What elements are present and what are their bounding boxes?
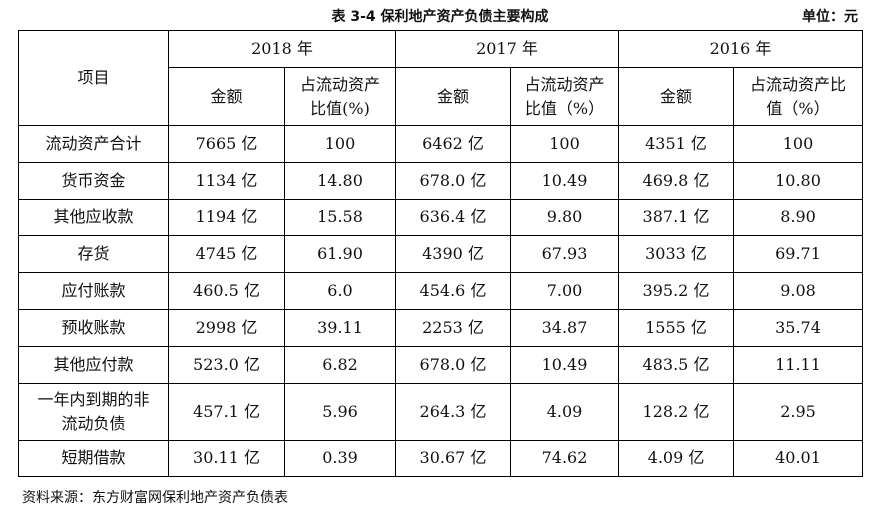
- value-cell: 4351 亿: [618, 125, 734, 163]
- row-label: 货币资金: [18, 161, 169, 200]
- value-cell: 35.74: [733, 308, 863, 347]
- value-cell: 1134 亿: [168, 161, 285, 200]
- value-cell: 10.49: [510, 345, 619, 384]
- value-cell: 100: [284, 125, 396, 163]
- data-table: 项目 2018 年 2017 年 2016 年金额 占流动资产比值(%) 金额 占流动资产比…: [18, 30, 863, 478]
- table-row: 应付账款 460.5 亿 6.0 454.6 亿 7.00 395.2 亿 9.08: [18, 272, 863, 310]
- table-row: 货币资金 1134 亿 14.80 678.0 亿 10.49 469.8 亿 10.80: [18, 161, 863, 200]
- table-row: 存货 4745 亿 61.90 4390 亿 67.93 3033 亿 69.71: [18, 235, 863, 274]
- value-cell: 15.58: [284, 198, 396, 237]
- value-cell: 4.09: [510, 382, 619, 441]
- value-cell: 387.1 亿: [618, 198, 734, 237]
- value-cell: 4.09 亿: [618, 439, 734, 478]
- value-cell: 0.39: [284, 439, 396, 478]
- year-header: 2016 年: [618, 30, 863, 68]
- table-row: 一年内到期的非流动负债 457.1 亿 5.96 264.3 亿 4.09 128.2 亿…: [18, 382, 863, 441]
- value-cell: 11.11: [733, 345, 863, 384]
- value-cell: 483.5 亿: [618, 345, 734, 384]
- value-cell: 10.49: [510, 161, 619, 200]
- row-label: 存货: [18, 235, 169, 274]
- row-label: 一年内到期的非流动负债: [18, 382, 169, 441]
- sub-header: 占流动资产比值（%）: [733, 67, 863, 126]
- value-cell: 14.80: [284, 161, 396, 200]
- sub-header: 占流动资产比值(%): [284, 67, 396, 126]
- value-cell: 678.0 亿: [395, 345, 511, 384]
- value-cell: 678.0 亿: [395, 161, 511, 200]
- table-row: 预收账款 2998 亿 39.11 2253 亿 34.87 1555 亿 35.74: [18, 308, 863, 347]
- value-cell: 395.2 亿: [618, 272, 734, 310]
- sub-header: 金额: [395, 67, 511, 126]
- row-label: 应付账款: [18, 272, 169, 310]
- table-row: 其他应收款 1194 亿 15.58 636.4 亿 9.80 387.1 亿 8.90: [18, 198, 863, 237]
- value-cell: 69.71: [733, 235, 863, 274]
- value-cell: 10.80: [733, 161, 863, 200]
- value-cell: 457.1 亿: [168, 382, 285, 441]
- year-header: 2017 年: [395, 30, 619, 68]
- value-cell: 67.93: [510, 235, 619, 274]
- value-cell: 1555 亿: [618, 308, 734, 347]
- sub-header: 金额: [618, 67, 734, 126]
- value-cell: 4390 亿: [395, 235, 511, 274]
- value-cell: 460.5 亿: [168, 272, 285, 310]
- corner-header: 项目: [18, 30, 169, 126]
- value-cell: 39.11: [284, 308, 396, 347]
- value-cell: 34.87: [510, 308, 619, 347]
- value-cell: 1194 亿: [168, 198, 285, 237]
- table-row: 流动资产合计 7665 亿 100 6462 亿 100 4351 亿 100: [18, 125, 863, 163]
- table-row: 短期借款 30.11 亿 0.39 30.67 亿 74.62 4.09 亿 40.01: [18, 439, 863, 478]
- value-cell: 30.67 亿: [395, 439, 511, 478]
- sub-header: 金额: [168, 67, 285, 126]
- value-cell: 7.00: [510, 272, 619, 310]
- value-cell: 2253 亿: [395, 308, 511, 347]
- value-cell: 74.62: [510, 439, 619, 478]
- value-cell: 7665 亿: [168, 125, 285, 163]
- value-cell: 6.0: [284, 272, 396, 310]
- value-cell: 264.3 亿: [395, 382, 511, 441]
- value-cell: 100: [733, 125, 863, 163]
- table-row: 金额 占流动资产比值(%) 金额 占流动资产比值（%） 金额 占流动资产比值（%）: [19, 67, 863, 126]
- value-cell: 6462 亿: [395, 125, 511, 163]
- row-label: 其他应收款: [18, 198, 169, 237]
- value-cell: 523.0 亿: [168, 345, 285, 384]
- value-cell: 61.90: [284, 235, 396, 274]
- row-label: 预收账款: [18, 308, 169, 347]
- table-title: 表 3-4 保利地产资产负债主要构成: [331, 9, 549, 25]
- value-cell: 4745 亿: [168, 235, 285, 274]
- value-cell: 128.2 亿: [618, 382, 734, 441]
- source-note: 资料来源：东方财富网保利地产资产负债表: [22, 490, 288, 506]
- value-cell: 5.96: [284, 382, 396, 441]
- value-cell: 9.08: [733, 272, 863, 310]
- value-cell: 2.95: [733, 382, 863, 441]
- table-row: 其他应付款 523.0 亿 6.82 678.0 亿 10.49 483.5 亿 11.11: [18, 345, 863, 384]
- row-label: 其他应付款: [18, 345, 169, 384]
- value-cell: 40.01: [733, 439, 863, 478]
- table-row: 项目 2018 年 2017 年 2016 年: [18, 30, 863, 126]
- value-cell: 100: [510, 125, 619, 163]
- sub-header: 占流动资产比值（%）: [510, 67, 619, 126]
- value-cell: 6.82: [284, 345, 396, 384]
- value-cell: 636.4 亿: [395, 198, 511, 237]
- unit-label: 单位：元: [802, 9, 858, 25]
- value-cell: 3033 亿: [618, 235, 734, 274]
- value-cell: 454.6 亿: [395, 272, 511, 310]
- row-label: 流动资产合计: [18, 125, 169, 163]
- value-cell: 2998 亿: [168, 308, 285, 347]
- row-label: 短期借款: [18, 439, 169, 478]
- value-cell: 30.11 亿: [168, 439, 285, 478]
- value-cell: 469.8 亿: [618, 161, 734, 200]
- year-header: 2018 年: [168, 30, 396, 68]
- value-cell: 8.90: [733, 198, 863, 237]
- value-cell: 9.80: [510, 198, 619, 237]
